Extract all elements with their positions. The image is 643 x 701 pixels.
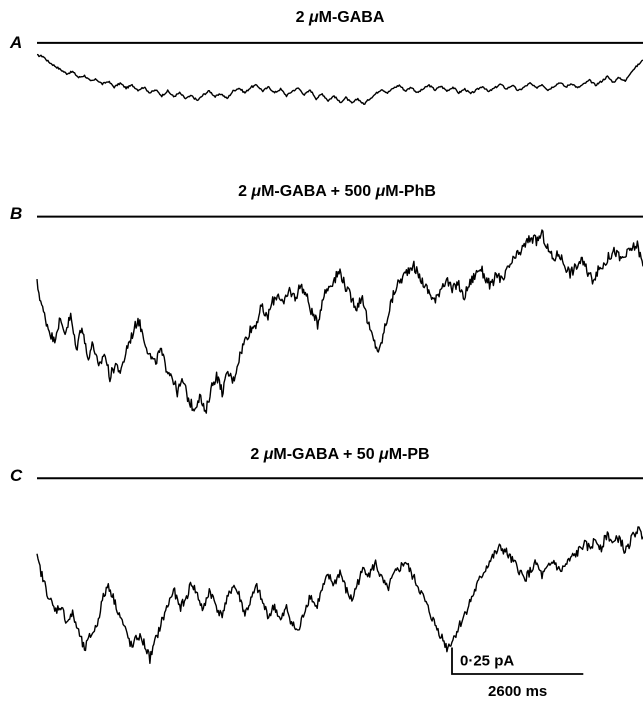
panel-c: C 2 μM-GABA + 50 μM-PB — [10, 446, 643, 664]
condition-label: 2 μM-GABA — [296, 9, 385, 26]
scale-bar-time-label: 2600 ms — [488, 683, 547, 700]
panels: A 2 μM-GABA B 2 μM-GABA + 500 μM-PhB C 2 μM-G… — [9, 9, 643, 664]
scale-bar-shape — [451, 647, 584, 675]
condition-label: 2 μM-GABA + 500 μM-PhB — [238, 183, 436, 200]
panel-letter: B — [10, 204, 22, 223]
panel-a: A 2 μM-GABA — [9, 9, 643, 105]
current-trace — [36, 229, 643, 414]
condition-label: 2 μM-GABA + 50 μM-PB — [250, 446, 429, 463]
panel-b: B 2 μM-GABA + 500 μM-PhB — [10, 183, 643, 414]
current-trace — [36, 526, 643, 664]
panel-letter: C — [10, 466, 23, 485]
scale-bar-current-label: 0·25 pA — [460, 653, 514, 670]
panel-letter: A — [9, 33, 22, 52]
scale-bar: 0·25 pA 2600 ms — [451, 647, 584, 700]
current-trace — [36, 53, 643, 105]
